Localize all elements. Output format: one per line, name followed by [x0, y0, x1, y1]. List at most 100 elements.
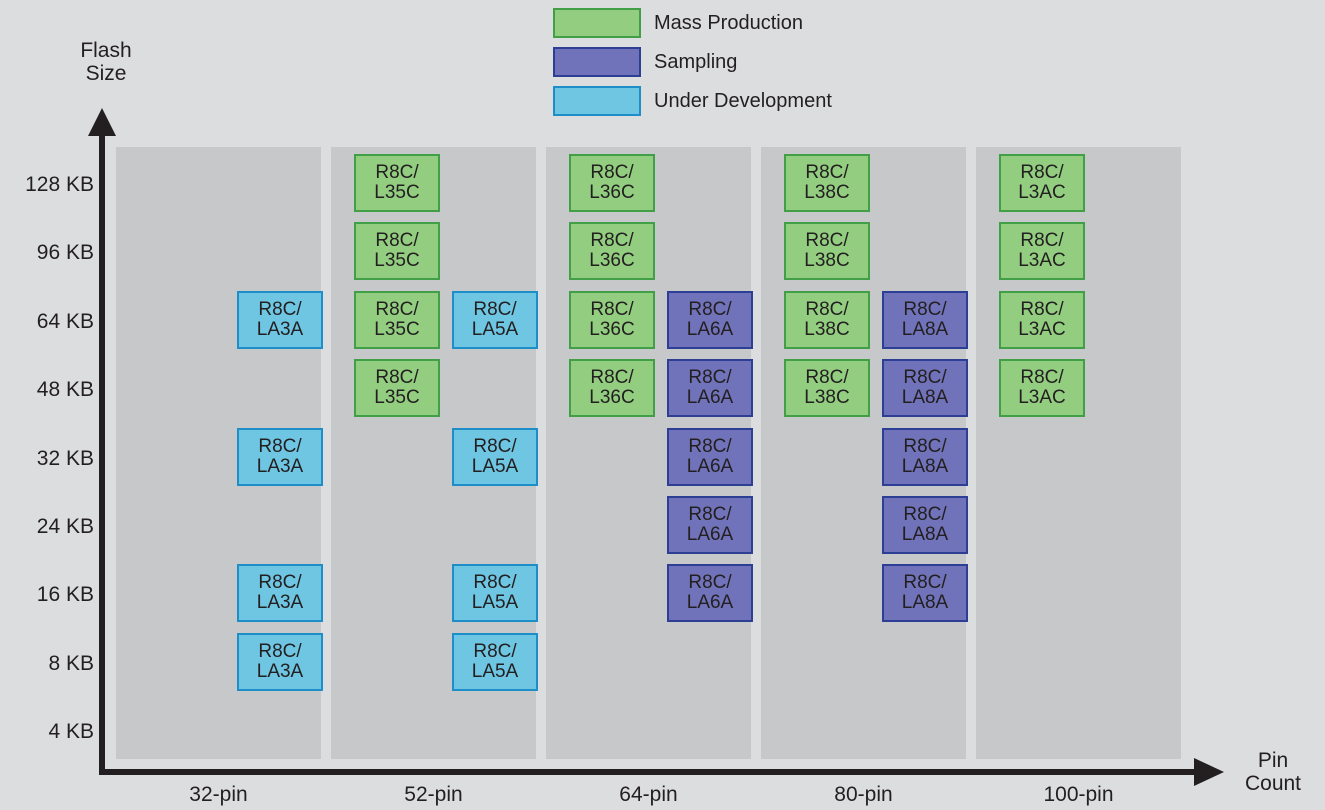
- chip-mass-production: R8C/L38C: [784, 222, 870, 280]
- legend-label-under-development: Under Development: [654, 90, 832, 112]
- legend-swatch-sampling: [553, 47, 641, 77]
- y-tick-label: 128 KB: [25, 173, 94, 196]
- chip-line2: L3AC: [1018, 182, 1066, 203]
- chip-under-development: R8C/LA3A: [237, 428, 323, 486]
- legend-label-sampling: Sampling: [654, 51, 738, 73]
- x-axis-title-line2: Count: [1244, 772, 1302, 795]
- chip-line1: R8C/: [590, 367, 634, 388]
- chip-sampling: R8C/LA6A: [667, 291, 753, 349]
- chip-sampling: R8C/LA8A: [882, 428, 968, 486]
- chip-line1: R8C/: [688, 299, 732, 320]
- chip-line1: R8C/: [688, 436, 732, 457]
- chip-line2: L35C: [374, 182, 420, 203]
- chip-line2: LA6A: [686, 592, 734, 613]
- chip-line2: L35C: [374, 387, 420, 408]
- x-tick-label: 80-pin: [834, 783, 893, 806]
- chip-line2: LA8A: [901, 524, 949, 545]
- chip-line1: R8C/: [473, 299, 517, 320]
- chip-under-development: R8C/LA5A: [452, 633, 538, 691]
- y-tick-label: 64 KB: [36, 310, 94, 333]
- chip-mass-production: R8C/L3AC: [999, 222, 1085, 280]
- chip-line2: L38C: [804, 250, 850, 271]
- legend-label-mass-production: Mass Production: [654, 12, 803, 34]
- chip-line2: LA8A: [901, 592, 949, 613]
- chip-line2: L38C: [804, 319, 850, 340]
- chip-line2: L36C: [589, 387, 635, 408]
- chip-line2: LA3A: [256, 592, 304, 613]
- chip-line2: LA5A: [471, 319, 519, 340]
- y-tick-label: 96 KB: [36, 241, 94, 264]
- chip-line2: LA3A: [256, 319, 304, 340]
- chip-line2: LA5A: [471, 592, 519, 613]
- chip-mass-production: R8C/L36C: [569, 359, 655, 417]
- chip-line2: L36C: [589, 319, 635, 340]
- chip-line1: R8C/: [258, 572, 302, 593]
- chip-line1: R8C/: [903, 436, 947, 457]
- y-tick-label: 8 KB: [48, 652, 94, 675]
- chip-mass-production: R8C/L3AC: [999, 359, 1085, 417]
- chip-line2: L3AC: [1018, 250, 1066, 271]
- chip-line2: LA6A: [686, 524, 734, 545]
- chip-line2: L36C: [589, 250, 635, 271]
- chip-under-development: R8C/LA5A: [452, 428, 538, 486]
- x-axis-title-line1: Pin: [1257, 749, 1289, 772]
- chip-line1: R8C/: [375, 230, 419, 251]
- chip-line2: L3AC: [1018, 387, 1066, 408]
- chip-line1: R8C/: [590, 162, 634, 183]
- chip-line1: R8C/: [688, 504, 732, 525]
- y-tick-label: 24 KB: [36, 515, 94, 538]
- y-axis-line: [99, 128, 105, 775]
- chip-line2: LA6A: [686, 456, 734, 477]
- x-tick-label: 64-pin: [619, 783, 678, 806]
- chip-under-development: R8C/LA3A: [237, 633, 323, 691]
- chip-under-development: R8C/LA3A: [237, 291, 323, 349]
- chip-sampling: R8C/LA8A: [882, 291, 968, 349]
- chip-line1: R8C/: [688, 367, 732, 388]
- chip-mass-production: R8C/L38C: [784, 291, 870, 349]
- chip-line1: R8C/: [688, 572, 732, 593]
- chip-mass-production: R8C/L38C: [784, 359, 870, 417]
- x-tick-label: 100-pin: [1043, 783, 1114, 806]
- chip-mass-production: R8C/L36C: [569, 291, 655, 349]
- legend-swatch-mass-production: [553, 8, 641, 38]
- chip-mass-production: R8C/L35C: [354, 222, 440, 280]
- chip-under-development: R8C/LA3A: [237, 564, 323, 622]
- chip-mass-production: R8C/L3AC: [999, 291, 1085, 349]
- chip-line1: R8C/: [258, 641, 302, 662]
- chip-mass-production: R8C/L38C: [784, 154, 870, 212]
- chip-line1: R8C/: [903, 572, 947, 593]
- chip-line1: R8C/: [903, 504, 947, 525]
- chip-mass-production: R8C/L36C: [569, 154, 655, 212]
- chip-line1: R8C/: [473, 436, 517, 457]
- y-axis-title-line2: Size: [85, 62, 127, 85]
- chip-line2: LA8A: [901, 387, 949, 408]
- chip-line1: R8C/: [805, 162, 849, 183]
- chip-sampling: R8C/LA6A: [667, 428, 753, 486]
- chip-line2: L3AC: [1018, 319, 1066, 340]
- chip-line1: R8C/: [258, 299, 302, 320]
- chip-line2: L38C: [804, 387, 850, 408]
- chip-line1: R8C/: [258, 436, 302, 457]
- y-tick-label: 16 KB: [36, 583, 94, 606]
- chip-mass-production: R8C/L35C: [354, 359, 440, 417]
- chip-sampling: R8C/LA8A: [882, 359, 968, 417]
- chip-mass-production: R8C/L35C: [354, 291, 440, 349]
- y-tick-label: 4 KB: [48, 720, 94, 743]
- chip-under-development: R8C/LA5A: [452, 291, 538, 349]
- x-tick-label: 52-pin: [404, 783, 463, 806]
- x-axis-arrowhead: [1194, 758, 1224, 786]
- chip-line2: LA5A: [471, 456, 519, 477]
- chip-line1: R8C/: [590, 299, 634, 320]
- chip-line1: R8C/: [375, 162, 419, 183]
- chip-line1: R8C/: [805, 230, 849, 251]
- legend-swatch-under-development: [553, 86, 641, 116]
- x-axis-title: Pin Count: [1228, 749, 1318, 795]
- chip-line1: R8C/: [1020, 230, 1064, 251]
- chip-mass-production: R8C/L3AC: [999, 154, 1085, 212]
- chip-sampling: R8C/LA6A: [667, 564, 753, 622]
- y-axis-title-line1: Flash: [80, 39, 132, 62]
- chip-line2: L36C: [589, 182, 635, 203]
- chip-line1: R8C/: [805, 367, 849, 388]
- chip-line2: LA6A: [686, 319, 734, 340]
- chip-line1: R8C/: [1020, 299, 1064, 320]
